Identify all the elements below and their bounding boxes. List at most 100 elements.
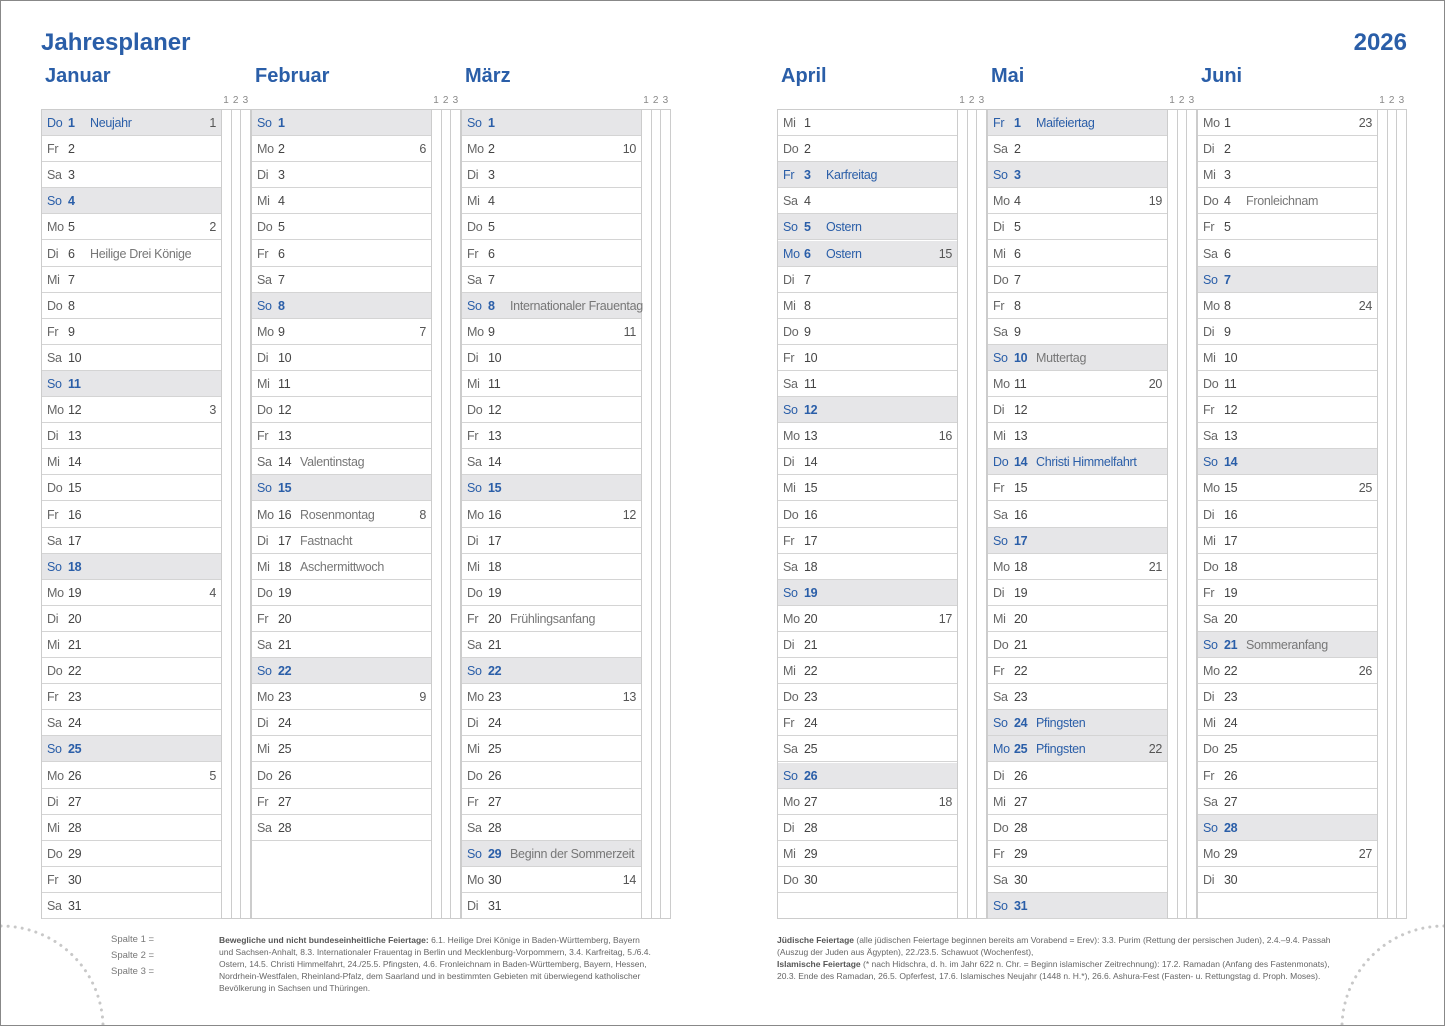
day-number: 4 bbox=[68, 194, 75, 209]
day-row: So 12 bbox=[778, 397, 957, 424]
weekday: Mo bbox=[1203, 298, 1220, 313]
day-row: Sa 9 bbox=[988, 319, 1167, 345]
day-row: Fr 15 bbox=[988, 475, 1167, 502]
day-row: Fr 13 bbox=[462, 423, 641, 450]
day-number: 12 bbox=[1014, 403, 1028, 418]
weekday: So bbox=[783, 220, 798, 235]
day-row: Do 5 bbox=[462, 214, 641, 241]
day-number: 30 bbox=[1014, 872, 1028, 887]
month-block: Do 1 Neujahr 1 Fr 2 Sa 3 So 4 Mo 5 2 Di 6 Heilige Drei … bbox=[41, 109, 252, 920]
weekday: Sa bbox=[1203, 611, 1218, 626]
day-row: Mo 13 16 bbox=[778, 423, 957, 450]
day-number: 8 bbox=[1014, 298, 1021, 313]
day-row: So 7 bbox=[1198, 266, 1377, 293]
weekday: Do bbox=[47, 846, 63, 861]
weekday: Sa bbox=[1203, 429, 1218, 444]
day-number: 16 bbox=[1014, 507, 1028, 522]
day-row: Sa 4 bbox=[778, 188, 957, 215]
day-row: Di 2 bbox=[1198, 136, 1377, 163]
day-row: Di 26 bbox=[988, 763, 1167, 789]
day-number: 2 bbox=[488, 142, 495, 157]
day-row: Mi 18 Aschermittwoch bbox=[252, 554, 431, 580]
day-row: So 18 bbox=[42, 553, 221, 580]
day-number: 31 bbox=[488, 899, 502, 913]
column-line bbox=[230, 110, 232, 919]
event: Karfreitag bbox=[826, 168, 878, 183]
day-number: 8 bbox=[68, 298, 75, 313]
day-number: 19 bbox=[68, 585, 82, 600]
day-number: 1 bbox=[804, 116, 811, 130]
weekday: Di bbox=[257, 533, 269, 548]
weekday: Mo bbox=[47, 585, 64, 600]
week-number: 13 bbox=[622, 690, 637, 705]
week-number: 18 bbox=[938, 794, 953, 809]
weekday: Fr bbox=[467, 794, 479, 809]
weekday: Mi bbox=[783, 481, 796, 496]
day-row: Do 28 bbox=[988, 815, 1167, 841]
day-row: Do 21 bbox=[988, 632, 1167, 659]
weekday: Do bbox=[1203, 559, 1219, 574]
day-number: 7 bbox=[1224, 272, 1231, 287]
weekday: Mi bbox=[783, 116, 796, 130]
day-number: 6 bbox=[278, 246, 285, 261]
day-row: Di 20 bbox=[42, 606, 221, 632]
day-row: Do 12 bbox=[252, 397, 431, 424]
weekday: Mo bbox=[257, 507, 274, 522]
day-row: So 19 bbox=[778, 579, 957, 606]
weekday: Mo bbox=[47, 220, 64, 235]
month-name: Mai bbox=[991, 65, 1025, 87]
day-row: Di 7 bbox=[778, 267, 957, 293]
day-row: Di 10 bbox=[252, 345, 431, 371]
day-row: Mi 14 bbox=[42, 449, 221, 476]
day-row: Mi 27 bbox=[988, 789, 1167, 815]
day-number: 20 bbox=[1224, 611, 1238, 626]
weekday: Do bbox=[1203, 377, 1219, 391]
day-number: 7 bbox=[804, 272, 811, 287]
day-number: 31 bbox=[1014, 899, 1028, 913]
weekday: Fr bbox=[1203, 220, 1215, 235]
day-row: Sa 25 bbox=[778, 736, 957, 763]
day-row: Mo 18 21 bbox=[988, 554, 1167, 580]
day-row: Do 9 bbox=[778, 319, 957, 345]
column-head: 2 bbox=[232, 95, 239, 106]
week-number: 2 bbox=[209, 220, 216, 235]
week-number: 20 bbox=[1148, 377, 1163, 391]
weekday: Do bbox=[257, 585, 273, 600]
week-number: 17 bbox=[938, 611, 953, 626]
day-row: Mo 22 26 bbox=[1198, 658, 1377, 685]
day-number: 22 bbox=[1014, 664, 1028, 679]
day-row: Fr 5 bbox=[1198, 214, 1377, 241]
weekday: Sa bbox=[993, 690, 1008, 705]
day-number: 2 bbox=[1224, 142, 1231, 157]
day-number: 20 bbox=[1014, 611, 1028, 626]
weekday: So bbox=[467, 664, 482, 679]
day-number: 4 bbox=[488, 194, 495, 209]
day-row: Mi 29 bbox=[778, 841, 957, 867]
day-number: 18 bbox=[488, 559, 502, 574]
day-number: 17 bbox=[68, 533, 82, 548]
day-number: 4 bbox=[1014, 194, 1021, 209]
day-number: 9 bbox=[1224, 324, 1231, 339]
weekday: Mi bbox=[1203, 350, 1216, 365]
weekday: So bbox=[1203, 820, 1218, 835]
day-row: Mi 20 bbox=[988, 606, 1167, 632]
month-name: März bbox=[465, 65, 511, 87]
event: Sommeranfang bbox=[1246, 638, 1328, 652]
legend-line: Spalte 3 = bbox=[111, 966, 155, 977]
day-row: Fr 13 bbox=[252, 423, 431, 450]
day-number: 8 bbox=[488, 298, 495, 313]
day-number: 6 bbox=[68, 246, 75, 261]
weekday: Di bbox=[467, 716, 479, 731]
day-number: 6 bbox=[1014, 246, 1021, 261]
day-number: 7 bbox=[488, 272, 495, 287]
day-row: Mi 25 bbox=[252, 736, 431, 763]
day-number: 25 bbox=[804, 742, 818, 757]
weekday: So bbox=[783, 403, 798, 418]
column-line bbox=[1396, 110, 1398, 919]
weekday: Do bbox=[783, 507, 799, 522]
weekday: Di bbox=[1203, 142, 1215, 157]
column-line bbox=[221, 110, 222, 919]
day-number: 29 bbox=[488, 846, 502, 861]
day-number: 11 bbox=[1224, 377, 1237, 391]
day-row: Di 14 bbox=[778, 449, 957, 476]
